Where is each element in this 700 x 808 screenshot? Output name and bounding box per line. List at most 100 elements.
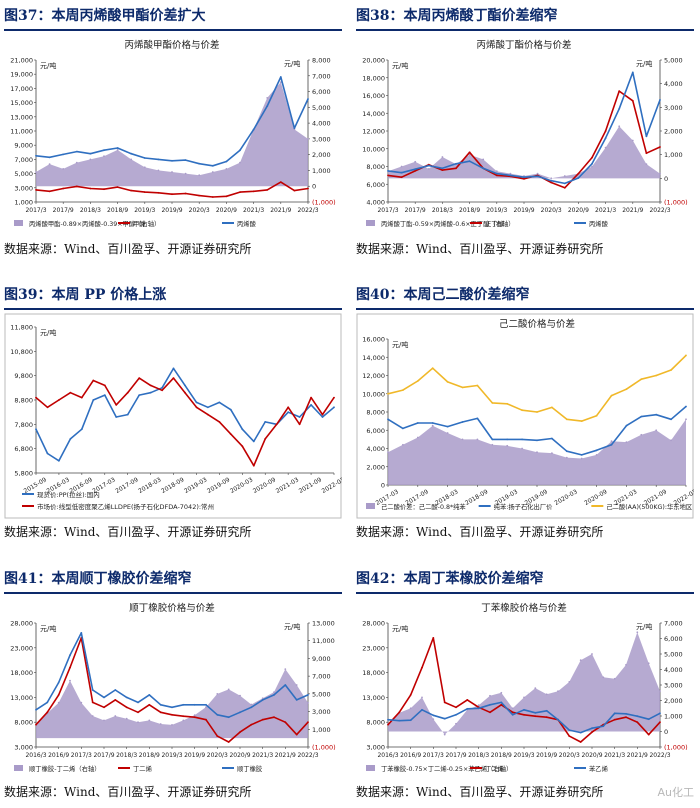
data-point	[193, 714, 196, 716]
y-tick-label-right: 3,000	[664, 682, 683, 690]
y-tick-label-left: 18,000	[10, 669, 33, 677]
title-divider	[4, 592, 342, 594]
y-tick-label-left: 16,000	[362, 92, 385, 100]
data-point	[432, 637, 435, 639]
data-point	[91, 715, 94, 717]
data-point	[148, 703, 151, 706]
data-point	[655, 429, 658, 432]
data-point	[685, 354, 687, 357]
data-point	[171, 713, 173, 716]
data-point	[455, 162, 457, 165]
source-note: 数据来源：Wind、百川盈孚、开源证券研究所	[4, 242, 252, 256]
data-point	[655, 413, 658, 416]
data-point	[568, 681, 571, 683]
y-tick-label-left: 20,000	[362, 57, 385, 65]
y-tick-label-right: 3,000	[664, 104, 683, 112]
data-point	[149, 384, 152, 387]
y-tick-label-right: 7,000	[312, 72, 331, 80]
x-tick-label: 2016/9	[400, 752, 421, 759]
data-point	[227, 741, 230, 743]
data-point	[57, 681, 60, 684]
unit-label: 元/吨	[40, 61, 56, 70]
legend-swatch	[14, 220, 23, 226]
y-tick-label-left: 8,000	[14, 719, 33, 727]
figure-title: 图38：本周丙烯酸丁酯价差缩窄	[356, 8, 558, 24]
y-tick-label-left: 14,000	[362, 354, 385, 362]
data-point	[446, 381, 449, 383]
y-tick-label-left: 10,000	[362, 390, 385, 398]
data-point	[149, 391, 152, 394]
data-point	[137, 701, 139, 704]
figure-title: 图40：本周己二酸价差缩窄	[356, 287, 530, 303]
data-point	[266, 97, 269, 99]
data-point	[239, 711, 241, 714]
data-point	[138, 377, 141, 379]
x-tick-label: 2018-09	[160, 476, 185, 495]
data-point	[69, 391, 72, 394]
data-point	[284, 668, 287, 670]
data-point	[446, 432, 449, 434]
data-point	[466, 699, 469, 701]
chart-39: 元/吨 11,800 10,800 9,800 8,800 7,800 6,800 5,800…	[4, 313, 342, 519]
data-point	[551, 452, 553, 454]
data-point	[227, 716, 230, 719]
x-tick-label: 2022/3	[649, 207, 670, 214]
legend-label: 己二酸价差：己二酸-0.8*纯苯	[381, 502, 466, 511]
legend-label: 甲醇	[133, 219, 146, 228]
data-point	[468, 153, 471, 156]
data-point	[115, 416, 118, 418]
y-tick-label-right: 2,000	[664, 128, 683, 136]
data-point	[568, 729, 571, 731]
data-point	[216, 693, 219, 695]
source-note: 数据来源：Wind、百川盈孚、开源证券研究所	[356, 785, 604, 799]
watermark: Au化工	[657, 786, 695, 799]
data-point	[647, 718, 650, 721]
data-point	[398, 719, 401, 722]
data-point	[58, 399, 60, 401]
data-point	[477, 704, 480, 707]
data-point	[625, 441, 628, 443]
data-point	[461, 421, 464, 423]
data-point	[266, 189, 269, 191]
data-point	[579, 741, 582, 743]
x-tick-label: 2020/3	[189, 207, 210, 214]
data-point	[35, 396, 37, 399]
title-divider	[356, 592, 694, 594]
y-tick-label-left: 6,000	[366, 427, 385, 435]
data-point	[261, 697, 264, 700]
data-point	[239, 149, 241, 152]
y-tick-label-left: 12,000	[362, 128, 385, 136]
data-point	[159, 703, 162, 706]
data-point	[545, 693, 548, 696]
y-tick-label-right: 4,000	[312, 120, 331, 128]
figure-37: 图37：本周丙烯酸甲酯价差扩大 丙烯酸甲酯价格与价差 元/吨 元/吨 21,000 19…	[4, 6, 342, 256]
data-point	[161, 386, 164, 389]
data-point	[171, 706, 173, 709]
data-point	[476, 417, 479, 420]
data-point	[631, 71, 634, 74]
data-point	[171, 171, 173, 173]
data-point	[591, 727, 593, 730]
data-point	[550, 177, 553, 180]
data-point	[198, 194, 201, 197]
title-divider	[356, 308, 694, 310]
data-point	[568, 735, 571, 737]
x-tick-label: 2021/9	[622, 207, 643, 214]
data-point	[46, 406, 49, 409]
legend-label: 纯苯:扬子石化出厂价	[494, 502, 553, 511]
data-point	[495, 172, 498, 175]
y-tick-label-left: 11,800	[10, 324, 33, 332]
data-point	[441, 167, 444, 170]
data-point	[103, 188, 105, 191]
title-divider	[356, 29, 694, 31]
data-point	[218, 421, 221, 423]
data-point	[130, 152, 133, 155]
data-point	[521, 447, 523, 450]
data-point	[207, 413, 209, 416]
data-point	[482, 167, 485, 170]
y-tick-label-left: 3,000	[14, 744, 33, 752]
data-point	[239, 694, 241, 697]
data-point	[645, 135, 648, 138]
y-tick-label-left: 13,000	[10, 113, 33, 121]
